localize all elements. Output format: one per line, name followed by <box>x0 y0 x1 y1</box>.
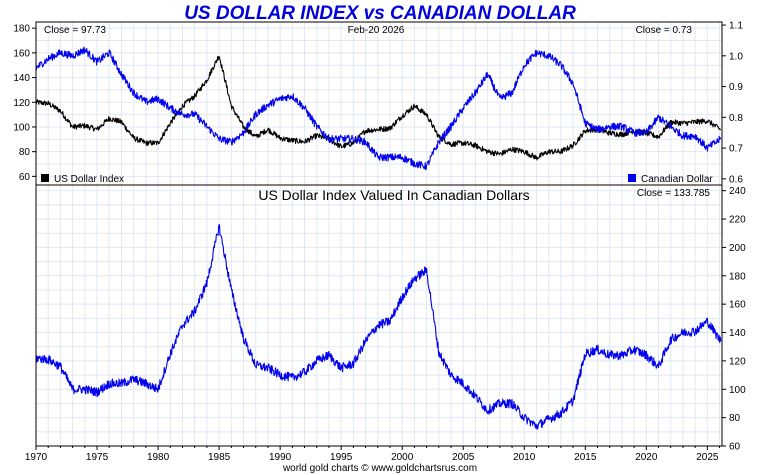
cad-line <box>35 46 722 171</box>
x-tick-label: 1990 <box>269 452 292 463</box>
y-tick-label: 0.8 <box>729 113 743 124</box>
top-close-right: Close = 0.73 <box>636 25 693 36</box>
y-tick-label: 1.1 <box>729 21 743 32</box>
y-tick-label: 120 <box>13 98 30 109</box>
bottom-close: Close = 133.785 <box>637 188 711 199</box>
x-tick-label: 1995 <box>330 452 353 463</box>
legend-cad-swatch <box>628 174 636 182</box>
top-right-y-axis: 0.6 0.7 0.8 0.9 1.0 1.1 <box>722 21 743 185</box>
x-tick-label: 2005 <box>452 452 475 463</box>
x-tick-label: 2000 <box>391 452 414 463</box>
usd-in-cad-line <box>35 223 722 430</box>
y-tick-label: 0.9 <box>729 82 743 93</box>
bottom-panel-title: US Dollar Index Valued In Canadian Dolla… <box>258 187 529 203</box>
y-tick-label: 1.0 <box>729 51 743 62</box>
x-tick-label: 2020 <box>635 452 658 463</box>
top-panel-gridlines <box>35 22 722 185</box>
y-tick-label: 0.7 <box>729 144 743 155</box>
top-left-y-axis: 60 80 100 120 140 160 180 <box>13 24 36 183</box>
x-tick-label: 1975 <box>86 452 109 463</box>
usd-index-line <box>35 55 721 161</box>
y-tick-label: 100 <box>13 122 30 133</box>
x-tick-label: 1980 <box>147 452 170 463</box>
y-tick-label: 140 <box>729 328 746 339</box>
bottom-right-y-axis: 60 80 100 120 140 160 180 200 220 240 <box>722 186 746 453</box>
x-tick-label: 1970 <box>25 452 48 463</box>
y-tick-label: 180 <box>13 24 30 35</box>
footer-credit: world gold charts © www.goldchartsrus.co… <box>282 463 477 474</box>
x-tick-label: 2015 <box>574 452 597 463</box>
x-tick-label: 1985 <box>208 452 231 463</box>
top-close-left: Close = 97.73 <box>44 25 106 36</box>
y-tick-label: 80 <box>729 413 741 424</box>
y-tick-label: 160 <box>13 48 30 59</box>
y-tick-label: 120 <box>729 356 746 367</box>
x-axis: 1970 1975 1980 1985 1990 1995 2000 2005 2010 2015… <box>25 446 721 463</box>
y-tick-label: 140 <box>13 73 30 84</box>
x-tick-label: 2025 <box>696 452 719 463</box>
y-tick-label: 200 <box>729 243 746 254</box>
y-tick-label: 160 <box>729 300 746 311</box>
legend-usd-swatch <box>41 174 49 182</box>
legend-cad-label: Canadian Dollar <box>641 174 713 185</box>
y-tick-label: 220 <box>729 215 746 226</box>
bottom-panel-frame <box>35 184 723 447</box>
x-tick-label: 2010 <box>513 452 536 463</box>
chart-title: US DOLLAR INDEX vs CANADIAN DOLLAR <box>184 3 576 24</box>
y-tick-label: 100 <box>729 385 746 396</box>
y-tick-label: 0.6 <box>729 174 743 185</box>
y-tick-label: 60 <box>19 172 31 183</box>
y-tick-label: 240 <box>729 186 746 197</box>
top-panel-series <box>35 46 722 171</box>
y-tick-label: 60 <box>729 442 741 453</box>
y-tick-label: 180 <box>729 271 746 282</box>
top-date: Feb-20 2026 <box>348 25 405 36</box>
y-tick-label: 80 <box>19 147 31 158</box>
legend-usd-label: US Dollar Index <box>54 174 124 185</box>
bottom-panel-series <box>35 223 722 430</box>
bottom-panel-gridlines <box>35 185 722 447</box>
